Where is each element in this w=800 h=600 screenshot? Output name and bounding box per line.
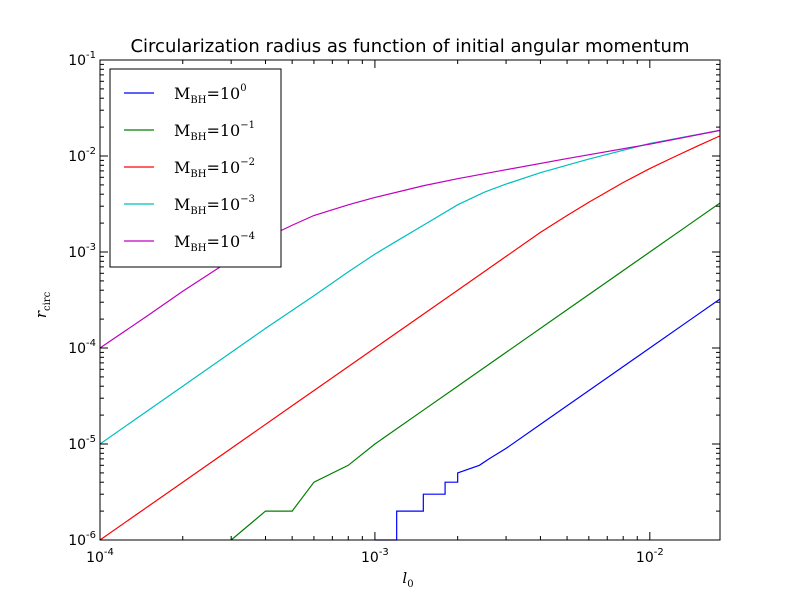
series-layer [99, 129, 721, 541]
legend: MBH=100 MBH=10−1 MBH=10−2 MBH=10−3 MBH=10−4 [109, 68, 282, 268]
y-tick-label-4: 10-2 [68, 146, 96, 165]
y-tick-label-0: 10-6 [68, 530, 96, 549]
y-axis-label-main: r [32, 310, 50, 318]
y-tick-label-1: 10-5 [68, 434, 96, 453]
legend-label-1: MBH=10−1 [174, 120, 255, 143]
x-tick-label-2: 10-2 [636, 547, 664, 566]
legend-label-4: MBH=10−4 [174, 231, 255, 254]
x-axis-label-sub: 0 [407, 579, 413, 590]
chart-title: Circularization radius as function of in… [130, 36, 689, 57]
y-tick-label-2: 10-4 [68, 338, 96, 357]
legend-label-0: MBH=100 [174, 83, 247, 106]
x-axis-label: l0 [402, 569, 413, 590]
x-tick-label-0: 10-4 [86, 547, 114, 566]
tick-layer: 10-4 10-3 10-2 10-6 10-5 10-4 10-3 10-2 10-1 [68, 50, 720, 566]
series-line-3 [99, 129, 721, 445]
series-line-0 [374, 298, 721, 541]
series-line-1 [230, 202, 721, 541]
x-tick-label-1: 10-3 [361, 547, 389, 566]
legend-label-3: MBH=10−3 [174, 194, 255, 217]
series-line-2 [99, 135, 721, 541]
y-tick-label-5: 10-1 [68, 50, 96, 69]
y-tick-label-3: 10-3 [68, 242, 96, 261]
legend-box [109, 68, 282, 268]
y-axis-label-sub: circ [42, 291, 53, 311]
y-axis-label: rcirc [32, 291, 53, 318]
plot-frame [99, 59, 721, 541]
legend-label-2: MBH=10−2 [174, 157, 255, 180]
x-axis-label-main: l [402, 569, 407, 587]
series-line-4 [99, 129, 721, 349]
